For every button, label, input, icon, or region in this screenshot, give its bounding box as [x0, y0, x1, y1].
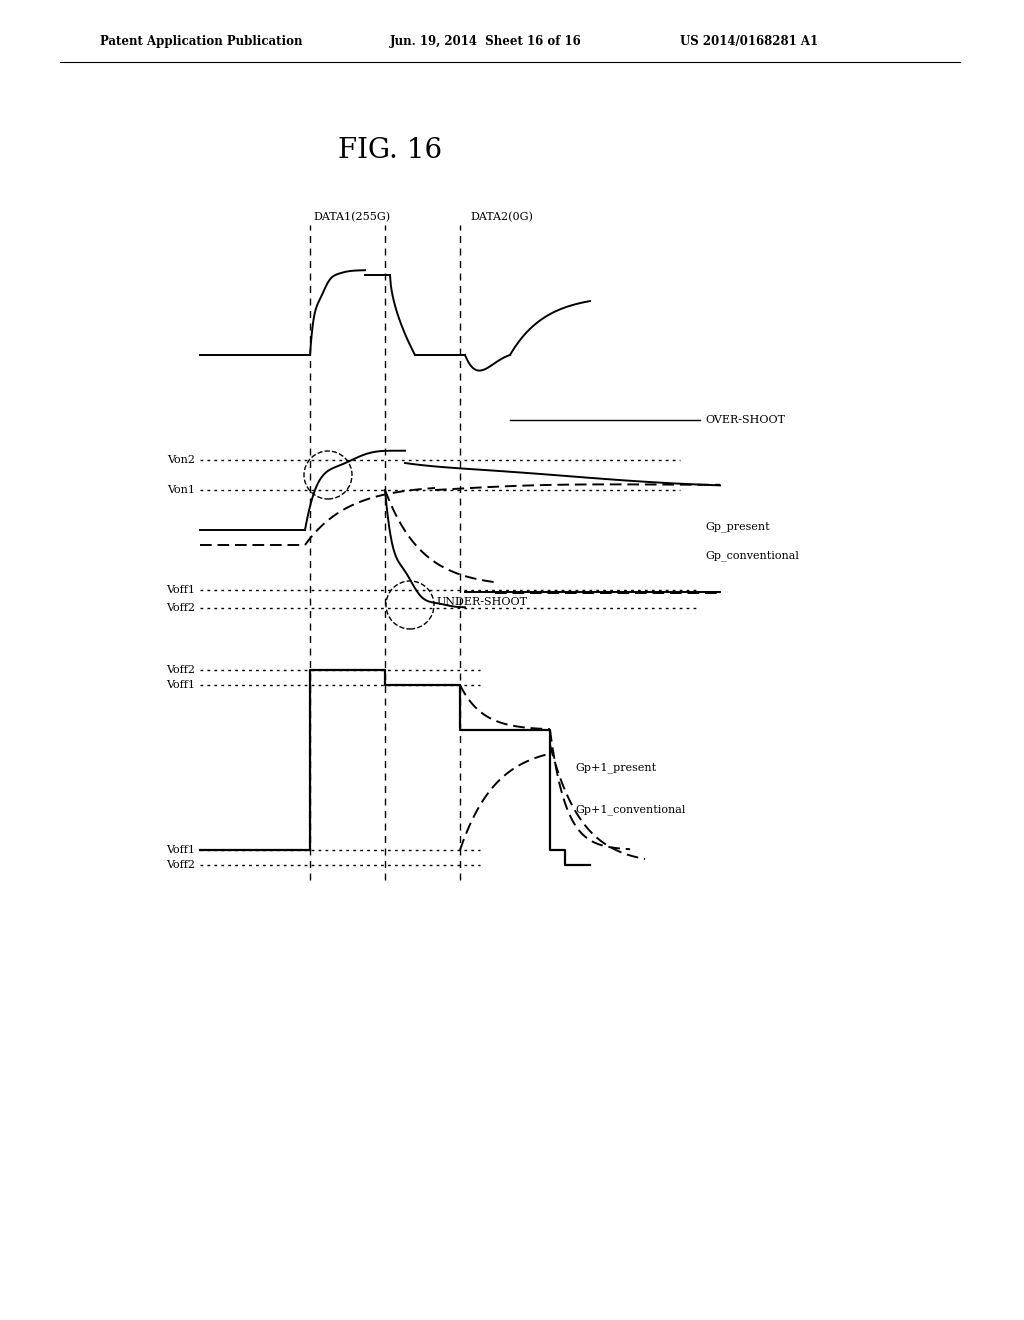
Text: Voff2: Voff2: [166, 603, 195, 612]
Text: Voff1: Voff1: [166, 845, 195, 855]
Text: Gp_present: Gp_present: [705, 521, 770, 532]
Text: Jun. 19, 2014  Sheet 16 of 16: Jun. 19, 2014 Sheet 16 of 16: [390, 36, 582, 49]
Text: DATA2(0G): DATA2(0G): [470, 211, 532, 222]
Text: Gp_conventional: Gp_conventional: [705, 550, 799, 561]
Text: Voff2: Voff2: [166, 861, 195, 870]
Text: Voff2: Voff2: [166, 665, 195, 675]
Text: Von2: Von2: [167, 455, 195, 465]
Text: Gp+1_conventional: Gp+1_conventional: [575, 805, 685, 816]
Text: Voff1: Voff1: [166, 680, 195, 690]
Text: Patent Application Publication: Patent Application Publication: [100, 36, 302, 49]
Text: Von1: Von1: [167, 484, 195, 495]
Text: US 2014/0168281 A1: US 2014/0168281 A1: [680, 36, 818, 49]
Text: Voff1: Voff1: [166, 585, 195, 595]
Text: FIG. 16: FIG. 16: [338, 136, 442, 164]
Text: UNDER-SHOOT: UNDER-SHOOT: [437, 597, 528, 607]
Text: Gp+1_present: Gp+1_present: [575, 763, 656, 774]
Text: DATA1(255G): DATA1(255G): [313, 211, 390, 222]
Text: OVER-SHOOT: OVER-SHOOT: [705, 414, 785, 425]
